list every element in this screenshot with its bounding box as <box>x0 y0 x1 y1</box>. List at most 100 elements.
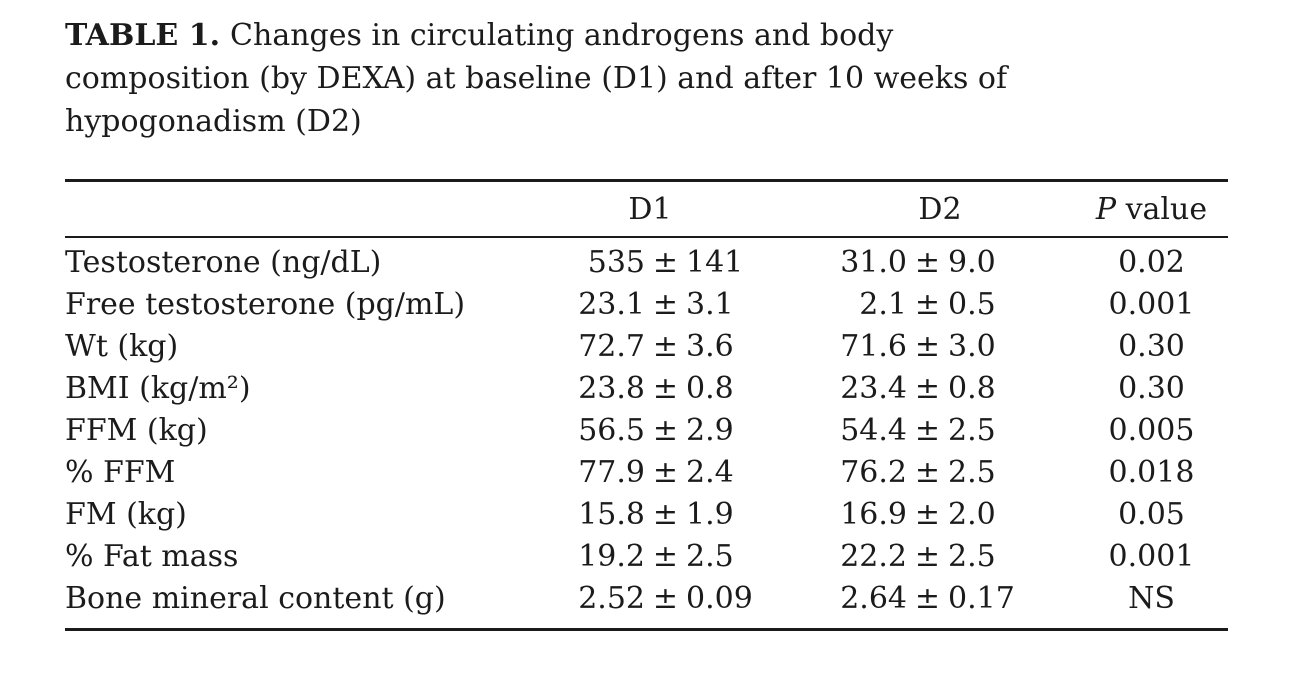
plus-minus-sign: ± <box>914 497 941 532</box>
table-number-label: TABLE 1. <box>65 18 221 53</box>
p-value-word: value <box>1116 191 1208 227</box>
d1-sd: 0.8 <box>686 371 734 406</box>
header-d1: D1 <box>628 191 672 227</box>
table-row: Wt (kg) 72.7 ±3.6 71.6 ±3.0 0.30 <box>65 326 1228 368</box>
d2-mean: 54.4 <box>840 413 907 448</box>
plus-minus-sign: ± <box>914 371 941 406</box>
d2-cell: 71.6 ±3.0 <box>805 326 1075 368</box>
table-row: FFM (kg) 56.5 ±2.9 54.4 ±2.5 0.005 <box>65 410 1228 452</box>
d1-sd: 0.09 <box>686 581 753 616</box>
p-value-cell: 0.30 <box>1118 371 1185 406</box>
caption-line-3: hypogonadism (D2) <box>65 104 362 139</box>
d2-cell: 22.2 ±2.5 <box>805 536 1075 578</box>
d1-mean: 23.1 <box>578 287 645 322</box>
d2-cell: 16.9 ±2.0 <box>805 494 1075 536</box>
d1-sd: 1.9 <box>686 497 734 532</box>
d1-mean: 535 <box>587 245 645 280</box>
d2-cell: 2.64 ±0.17 <box>805 578 1075 620</box>
d1-sd: 2.9 <box>686 413 734 448</box>
d2-sd: 3.0 <box>948 329 996 364</box>
table-caption: TABLE 1. Changes in circulating androgens… <box>65 14 1007 143</box>
d2-sd: 0.17 <box>948 581 1015 616</box>
table-row: BMI (kg/m²) 23.8 ±0.8 23.4 ±0.8 0.30 <box>65 368 1228 410</box>
row-label: BMI (kg/m²) <box>65 371 251 406</box>
plus-minus-sign: ± <box>652 329 679 364</box>
table-row: % FFM 77.9 ±2.4 76.2 ±2.5 0.018 <box>65 452 1228 494</box>
d2-cell: 76.2 ±2.5 <box>805 452 1075 494</box>
table-row: Bone mineral content (g) 2.52 ±0.09 2.64 ±… <box>65 578 1228 620</box>
header-d2: D2 <box>918 191 962 227</box>
d2-sd: 2.5 <box>948 413 996 448</box>
d2-cell: 23.4 ±0.8 <box>805 368 1075 410</box>
d2-mean: 22.2 <box>840 539 907 574</box>
plus-minus-sign: ± <box>652 413 679 448</box>
table-row: % Fat mass 19.2 ±2.5 22.2 ±2.5 0.001 <box>65 536 1228 578</box>
d2-cell: 31.0 ±9.0 <box>805 242 1075 284</box>
plus-minus-sign: ± <box>914 329 941 364</box>
row-label: % Fat mass <box>65 539 239 574</box>
d2-sd: 2.0 <box>948 497 996 532</box>
p-value-cell: 0.02 <box>1118 245 1185 280</box>
caption-line-1: TABLE 1. Changes in circulating androgens… <box>65 14 1007 57</box>
p-value-cell: 0.001 <box>1108 287 1195 322</box>
d2-sd: 9.0 <box>948 245 996 280</box>
p-value-cell: 0.018 <box>1108 455 1195 490</box>
d1-sd: 2.5 <box>686 539 734 574</box>
d1-sd: 2.4 <box>686 455 734 490</box>
plus-minus-sign: ± <box>652 455 679 490</box>
d2-mean: 71.6 <box>840 329 907 364</box>
d2-sd: 2.5 <box>948 455 996 490</box>
row-label: FM (kg) <box>65 497 187 532</box>
table-row: Free testosterone (pg/mL) 23.1 ±3.1 2.1 ±0… <box>65 284 1228 326</box>
d1-mean: 77.9 <box>578 455 645 490</box>
row-label: Wt (kg) <box>65 329 179 364</box>
d2-mean: 2.64 <box>840 581 907 616</box>
d1-sd: 3.6 <box>686 329 734 364</box>
d1-mean: 72.7 <box>578 329 645 364</box>
row-label: Bone mineral content (g) <box>65 581 446 616</box>
row-label: FFM (kg) <box>65 413 208 448</box>
row-label: Free testosterone (pg/mL) <box>65 287 466 322</box>
row-label: Testosterone (ng/dL) <box>65 245 382 280</box>
plus-minus-sign: ± <box>652 581 679 616</box>
plus-minus-sign: ± <box>652 371 679 406</box>
d2-mean: 23.4 <box>840 371 907 406</box>
d1-sd: 3.1 <box>686 287 734 322</box>
data-table: D1 D2 P value Testosterone (ng/dL) 535 ±1… <box>65 179 1228 631</box>
d2-mean: 16.9 <box>840 497 907 532</box>
caption-text-1: Changes in circulating androgens and bod… <box>230 18 894 53</box>
d1-cell: 77.9 ±2.4 <box>495 452 805 494</box>
d1-mean: 23.8 <box>578 371 645 406</box>
d2-sd: 2.5 <box>948 539 996 574</box>
p-value-cell: NS <box>1128 581 1175 616</box>
d1-cell: 72.7 ±3.6 <box>495 326 805 368</box>
d2-mean: 2.1 <box>859 287 907 322</box>
header-p-value: P value <box>1075 192 1228 227</box>
plus-minus-sign: ± <box>914 455 941 490</box>
table-row: FM (kg) 15.8 ±1.9 16.9 ±2.0 0.05 <box>65 494 1228 536</box>
d1-cell: 2.52 ±0.09 <box>495 578 805 620</box>
plus-minus-sign: ± <box>652 245 679 280</box>
p-symbol: P <box>1095 191 1117 227</box>
d1-mean: 2.52 <box>578 581 645 616</box>
plus-minus-sign: ± <box>914 539 941 574</box>
table-body: Testosterone (ng/dL) 535 ±141 31.0 ±9.0 0.… <box>65 238 1228 628</box>
plus-minus-sign: ± <box>914 581 941 616</box>
d2-sd: 0.8 <box>948 371 996 406</box>
plus-minus-sign: ± <box>914 287 941 322</box>
d2-sd: 0.5 <box>948 287 996 322</box>
table-header-row: D1 D2 P value <box>65 182 1228 238</box>
d2-mean: 76.2 <box>840 455 907 490</box>
d1-cell: 23.8 ±0.8 <box>495 368 805 410</box>
d1-mean: 15.8 <box>578 497 645 532</box>
p-value-cell: 0.05 <box>1118 497 1185 532</box>
p-value-cell: 0.001 <box>1108 539 1195 574</box>
d1-mean: 56.5 <box>578 413 645 448</box>
p-value-cell: 0.30 <box>1118 329 1185 364</box>
row-label: % FFM <box>65 455 176 490</box>
plus-minus-sign: ± <box>914 245 941 280</box>
plus-minus-sign: ± <box>652 497 679 532</box>
d1-cell: 56.5 ±2.9 <box>495 410 805 452</box>
d1-cell: 535 ±141 <box>495 242 805 284</box>
